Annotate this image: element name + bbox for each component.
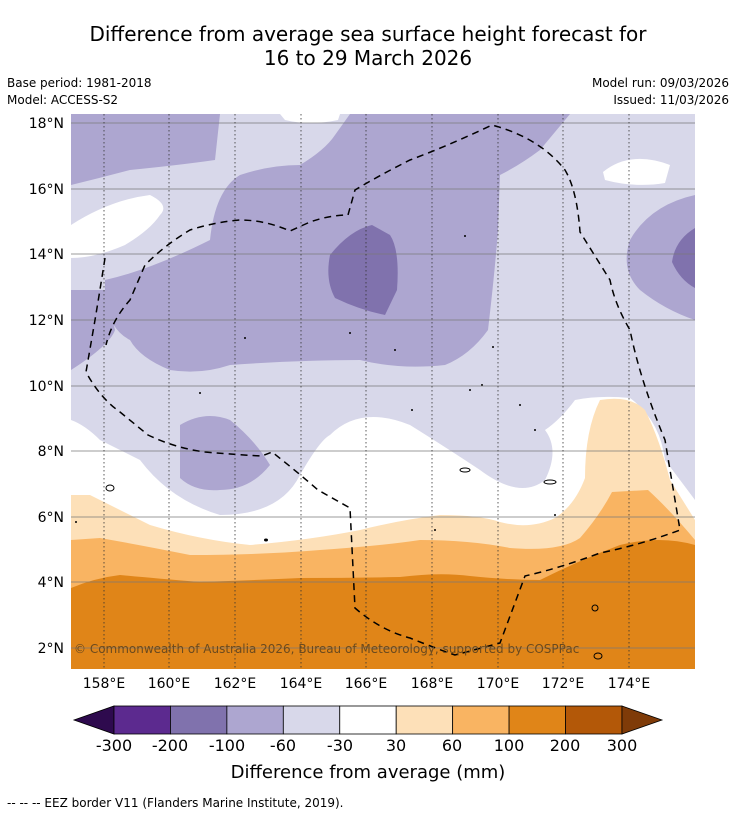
- colorbar: [72, 705, 664, 735]
- lon-label: 164°E: [280, 676, 323, 692]
- lon-label: 172°E: [542, 676, 585, 692]
- lat-label: 12°N: [29, 313, 64, 329]
- colorbar-segment: [170, 705, 228, 735]
- island-dot: [394, 349, 396, 351]
- lat-labels: 18°N 16°N 14°N 12°N 10°N 8°N 6°N 4°N 2°N: [29, 116, 64, 657]
- island-dot: [411, 409, 413, 411]
- colorbar-segment: [226, 705, 284, 735]
- band-neutral-north-2: [280, 114, 340, 123]
- colorbar-tick: 60: [442, 736, 462, 755]
- colorbar-tick: 200: [550, 736, 581, 755]
- colorbar-tick: -60: [270, 736, 296, 755]
- meta-left: Base period: 1981-2018 Model: ACCESS-S2: [7, 75, 152, 109]
- lon-label: 170°E: [477, 676, 520, 692]
- band-100-200: [71, 540, 695, 669]
- lat-label: 2°N: [38, 641, 64, 657]
- island-dot: [349, 332, 351, 334]
- eez-legend: -- -- -- EEZ border V11 (Flanders Marine…: [7, 796, 344, 810]
- band-minus100-south: [180, 416, 270, 491]
- colorbar-tick: -200: [152, 736, 188, 755]
- band-minus100-nw: [71, 114, 220, 185]
- lon-gridlines: [103, 114, 630, 669]
- colorbar-extend-high: [621, 705, 664, 735]
- lon-label: 160°E: [148, 676, 191, 692]
- base-period: Base period: 1981-2018: [7, 76, 152, 90]
- band-neutral-west: [71, 195, 164, 258]
- meta-right: Model run: 09/03/2026 Issued: 11/03/2026: [592, 75, 729, 109]
- island-dot: [434, 529, 436, 531]
- lon-labels: 158°E 160°E 162°E 164°E 166°E 168°E 170°…: [83, 676, 651, 692]
- colorbar-segment: [282, 705, 341, 735]
- lon-label: 168°E: [411, 676, 454, 692]
- sea-height-field: [71, 114, 695, 669]
- colorbar-ticks: -300 -200 -100 -60 -30 30 60 100 200 300: [96, 736, 637, 755]
- lon-label: 166°E: [345, 676, 388, 692]
- colorbar-segment: [339, 705, 397, 735]
- colorbar-segment: [395, 705, 454, 735]
- colorbar-segment: [565, 705, 623, 735]
- colorbar-segment: [113, 705, 171, 735]
- lat-label: 6°N: [38, 510, 64, 526]
- colorbar-tick: -100: [209, 736, 245, 755]
- colorbar-tick: -30: [327, 736, 353, 755]
- title-line-1: Difference from average sea surface heig…: [89, 22, 647, 46]
- eez-border: [85, 124, 681, 656]
- island-dot: [199, 392, 201, 394]
- lat-label: 8°N: [38, 444, 64, 460]
- colorbar-tick: 30: [386, 736, 406, 755]
- island-outline: [593, 652, 603, 660]
- island-outline: [591, 604, 599, 612]
- island-outline: [459, 467, 471, 473]
- colorbar-label: Difference from average (mm): [231, 762, 506, 783]
- model-run: Model run: 09/03/2026: [591, 76, 729, 90]
- colorbar-segment: [508, 705, 566, 735]
- colorbar-tick: -300: [96, 736, 132, 755]
- band-minus200-east: [672, 228, 695, 288]
- colorbar-extend-low: [72, 705, 115, 735]
- island-dot: [244, 337, 246, 339]
- lat-label: 10°N: [29, 379, 64, 395]
- island-dot: [534, 429, 536, 431]
- lon-label: 174°E: [608, 676, 651, 692]
- island-dot: [492, 346, 494, 348]
- lat-label: 14°N: [29, 247, 64, 263]
- band-minus100-east: [626, 195, 695, 320]
- island-dot: [481, 384, 483, 386]
- model-name: Model: ACCESS-S2: [7, 93, 119, 107]
- lon-label: 162°E: [214, 676, 257, 692]
- island-dot: [75, 521, 77, 523]
- band-neutral-east: [603, 158, 670, 185]
- lon-label: 158°E: [83, 676, 126, 692]
- title-line-2: 16 to 29 March 2026: [263, 46, 473, 70]
- issued-date: Issued: 11/03/2026: [613, 93, 729, 107]
- lat-label: 18°N: [29, 116, 64, 132]
- copyright-notice: © Commonwealth of Australia 2026, Bureau…: [74, 642, 579, 656]
- band-minus100-central: [105, 114, 570, 372]
- island-dot: [464, 235, 466, 237]
- island-outline: [105, 484, 115, 492]
- island-outline: [264, 538, 268, 542]
- graticule: [71, 122, 695, 649]
- colorbar-tick: 300: [607, 736, 638, 755]
- map-title: Difference from average sea surface heig…: [0, 22, 736, 70]
- island-dot: [469, 389, 471, 391]
- island-outline: [543, 479, 557, 485]
- lat-label: 4°N: [38, 575, 64, 591]
- lat-label: 16°N: [29, 182, 64, 198]
- island-dot: [519, 404, 521, 406]
- band-minus200-central: [328, 225, 398, 315]
- colorbar-segment: [452, 705, 510, 735]
- island-dot: [554, 514, 556, 516]
- colorbar-tick: 100: [494, 736, 525, 755]
